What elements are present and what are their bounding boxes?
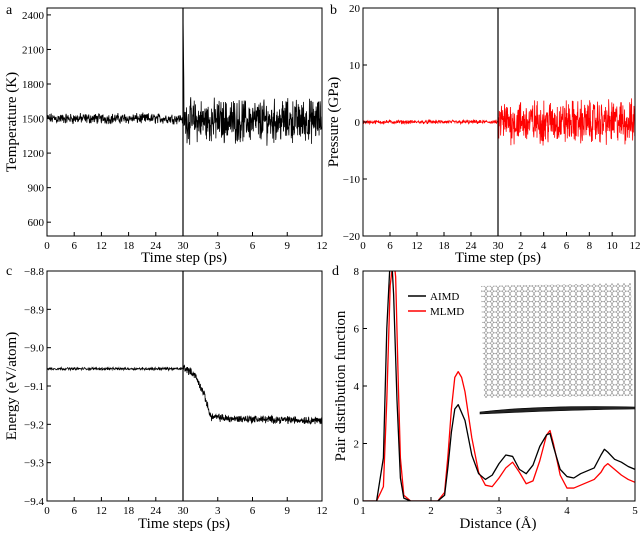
panel-a-xlabel: Time step (ps) xyxy=(141,250,227,266)
xtick-label: 8 xyxy=(587,240,593,252)
ytick-label: −9.1 xyxy=(24,381,44,393)
panel-b-label: b xyxy=(330,3,337,18)
series-line-b-seg1 xyxy=(363,118,499,126)
panel-a-temperature xyxy=(47,14,322,146)
ytick-label: 6 xyxy=(354,324,360,336)
xtick-label: 6 xyxy=(71,240,77,252)
xtick-label: 3 xyxy=(215,240,221,252)
series-line-aimd xyxy=(363,271,635,501)
panel-a-frame xyxy=(46,7,323,237)
panel-b-xlabel: Time step (ps) xyxy=(455,250,541,266)
xtick-label: 4 xyxy=(541,240,547,252)
ytick-label: −9.4 xyxy=(24,496,44,508)
inset-top-view xyxy=(481,283,633,398)
ytick-label: 10 xyxy=(349,60,361,72)
xtick-label: 18 xyxy=(439,240,451,252)
ytick-label: −9.2 xyxy=(24,419,44,431)
xtick-label: 1 xyxy=(360,505,366,517)
panel-d-ylabel: Pair distribution function xyxy=(333,310,349,461)
xtick-label: 3 xyxy=(496,505,502,517)
xtick-label: 30 xyxy=(493,240,505,252)
xtick-label: 30 xyxy=(178,240,190,252)
legend-mlmd-label: MLMD xyxy=(430,306,464,318)
xtick-label: 12 xyxy=(630,240,640,252)
ytick-label: 0 xyxy=(354,496,360,508)
series-line-mlmd xyxy=(363,271,635,501)
xtick-label: 12 xyxy=(96,240,107,252)
panel-c-energy xyxy=(47,364,322,425)
ytick-label: −8.8 xyxy=(24,266,44,278)
xtick-label: 0 xyxy=(44,505,50,517)
panel-c-frame xyxy=(46,270,323,502)
xtick-label: 12 xyxy=(412,240,423,252)
panel-c-label: c xyxy=(6,264,12,279)
xtick-label: 3 xyxy=(215,505,221,517)
xtick-label: 6 xyxy=(564,240,570,252)
series-line-c-seg2 xyxy=(182,364,322,425)
xtick-label: 6 xyxy=(387,240,393,252)
xtick-label: 6 xyxy=(250,505,256,517)
panel-b-ylabel: Pressure (GPa) xyxy=(326,77,342,167)
xtick-label: 5 xyxy=(632,505,638,517)
xtick-label: 10 xyxy=(607,240,619,252)
inset-structure-image xyxy=(479,283,636,415)
panel-d-pdf xyxy=(363,271,635,501)
ytick-label: 20 xyxy=(349,3,361,15)
xtick-label: 12 xyxy=(96,505,107,517)
panel-c-xlabel: Time steps (ps) xyxy=(138,516,230,532)
ytick-label: 600 xyxy=(28,217,45,229)
panel-d-legend: AIMD MLMD xyxy=(408,291,464,318)
ytick-label: 0 xyxy=(355,117,361,129)
inset-side-view xyxy=(479,406,636,415)
panel-b-pressure xyxy=(363,98,635,146)
ytick-label: 8 xyxy=(354,266,360,278)
panel-a-ylabel: Temperature (K) xyxy=(4,72,20,172)
series-line-a-seg1 xyxy=(47,112,184,125)
xtick-label: 12 xyxy=(317,505,328,517)
series-line-b-seg2 xyxy=(497,98,635,146)
xtick-label: 0 xyxy=(44,240,50,252)
ytick-label: 1200 xyxy=(22,148,45,160)
ytick-label: 2400 xyxy=(22,10,45,22)
ytick-label: −9.0 xyxy=(24,343,44,355)
series-line-c-seg1 xyxy=(47,366,184,372)
ytick-label: −10 xyxy=(343,174,361,186)
xtick-label: 0 xyxy=(360,240,366,252)
xtick-label: 18 xyxy=(123,505,135,517)
xtick-label: 30 xyxy=(178,505,190,517)
ytick-label: 1800 xyxy=(22,79,45,91)
panel-d-xlabel: Distance (Å) xyxy=(459,516,536,532)
panel-c-ylabel: Energy (eV/atom) xyxy=(4,332,20,440)
panel-d-ticks: 0 2 4 6 8 1 2 3 4 5 xyxy=(354,266,639,517)
ytick-label: 2 xyxy=(354,439,360,451)
ytick-label: 1500 xyxy=(22,114,45,126)
ytick-label: −8.9 xyxy=(24,304,44,316)
xtick-label: 2 xyxy=(518,240,524,252)
xtick-label: 24 xyxy=(150,505,162,517)
panel-a-label: a xyxy=(6,3,13,18)
ytick-label: −20 xyxy=(343,231,361,243)
xtick-label: 6 xyxy=(71,505,77,517)
panel-c-ticks: −9.4−9.3−9.2−9.1−9.0−8.9−8.80 6 12 18 24 30 3 6… xyxy=(24,266,327,517)
ytick-label: −9.3 xyxy=(24,458,44,470)
xtick-label: 9 xyxy=(285,240,291,252)
xtick-label: 24 xyxy=(150,240,162,252)
xtick-label: 4 xyxy=(564,505,570,517)
panel-d-label: d xyxy=(332,264,339,279)
xtick-label: 24 xyxy=(466,240,478,252)
xtick-label: 2 xyxy=(428,505,434,517)
xtick-label: 9 xyxy=(285,505,291,517)
xtick-label: 6 xyxy=(250,240,256,252)
ytick-label: 900 xyxy=(28,183,45,195)
ytick-label: 4 xyxy=(354,381,360,393)
xtick-label: 12 xyxy=(317,240,328,252)
ytick-label: 2100 xyxy=(22,44,45,56)
legend-aimd-label: AIMD xyxy=(430,291,459,303)
xtick-label: 18 xyxy=(123,240,135,252)
series-line-a-seg2 xyxy=(182,14,322,146)
